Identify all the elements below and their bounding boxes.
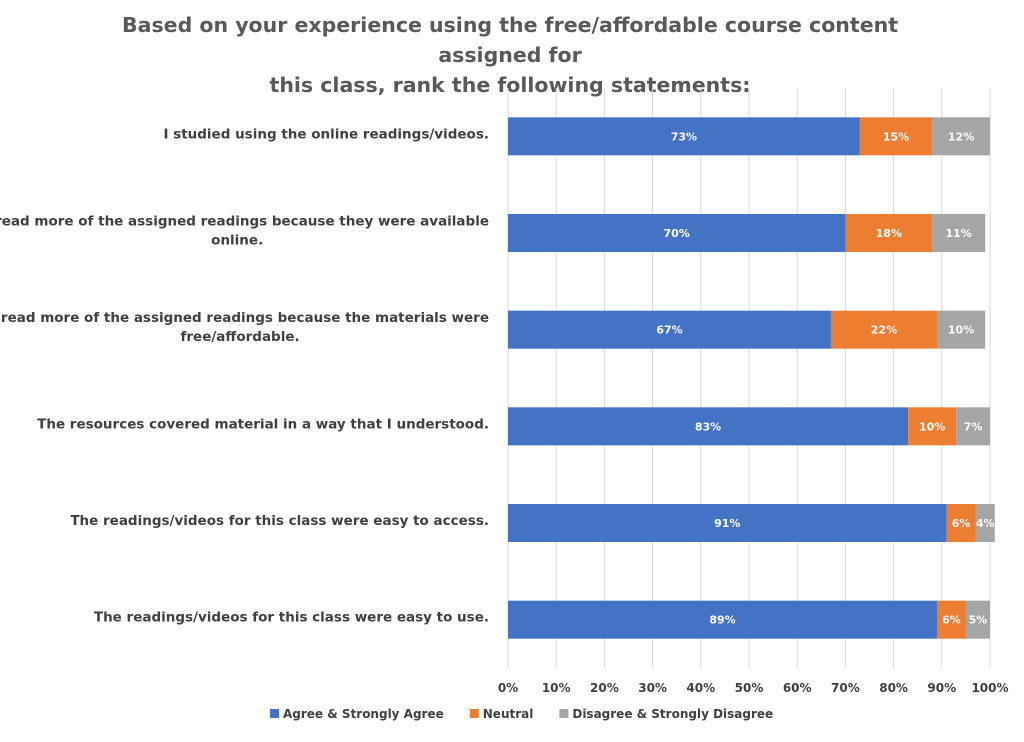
category-label: I read more of the assigned readings bec… — [0, 214, 489, 230]
bar-segment — [845, 214, 933, 252]
bar-segment — [859, 117, 933, 156]
x-tick-label: 100% — [971, 681, 1008, 695]
x-tick-label: 60% — [783, 681, 812, 695]
bar-segment — [508, 214, 846, 252]
bar-segment — [965, 600, 990, 639]
bar-segment — [936, 310, 986, 349]
category-label: I studied using the online readings/vide… — [163, 126, 489, 142]
bar-segment — [956, 407, 990, 446]
bar-segment — [932, 117, 990, 156]
data-labels: 73% 15% 12% 70% 18% 11% 67% 22% 10% 83% 10% 7% 91% 6%… — [656, 130, 994, 626]
data-label: 18% — [876, 227, 902, 240]
data-label: 73% — [671, 130, 697, 143]
data-label: 12% — [948, 130, 974, 143]
bar-segment — [508, 310, 831, 349]
data-label: 91% — [714, 517, 740, 530]
bar-segment — [830, 310, 937, 349]
category-label: The readings/videos for this class were … — [70, 513, 489, 529]
legend: Agree & Strongly Agree Neutral Disagree & … — [270, 707, 773, 721]
bar-segment — [975, 504, 995, 542]
data-label: 89% — [709, 614, 735, 627]
x-tick-label: 80% — [879, 681, 908, 695]
x-tick-label: 30% — [638, 681, 667, 695]
data-label: 67% — [656, 324, 682, 337]
legend-swatch — [270, 709, 279, 718]
data-label: 22% — [871, 324, 897, 337]
data-label: 7% — [964, 420, 983, 433]
legend-label: Neutral — [483, 707, 534, 721]
data-label: 10% — [948, 324, 974, 337]
legend-swatch — [469, 709, 479, 718]
x-tick-label: 50% — [735, 681, 764, 695]
x-tick-label: 0% — [498, 681, 518, 695]
chart-title-line-2: this class, rank the following statement… — [269, 73, 751, 97]
bar-segment — [936, 600, 966, 639]
chart-title: Based on your experience using the free/… — [90, 10, 930, 100]
category-label: I read more of the assigned readings bec… — [0, 310, 489, 326]
x-tick-label: 20% — [590, 681, 619, 695]
data-label: 11% — [945, 227, 971, 240]
x-axis-ticks: 0% 10% 20% 30% 40% 50% 60% 70% 80% 90% 100% — [498, 681, 1009, 695]
category-label: The readings/videos for this class were … — [94, 610, 489, 626]
x-tick-label: 40% — [686, 681, 715, 695]
data-label: 70% — [664, 227, 690, 240]
data-label: 6% — [952, 517, 971, 530]
bar-segment — [946, 504, 976, 542]
bar-segment — [932, 214, 986, 252]
bar-segment — [508, 407, 909, 446]
legend-swatch — [559, 709, 569, 718]
data-label: 6% — [942, 614, 961, 627]
legend-label: Disagree & Strongly Disagree — [572, 707, 773, 721]
bar-segment — [508, 117, 860, 156]
bar-segment — [908, 407, 957, 446]
chart-title-line-1: Based on your experience using the free/… — [122, 13, 898, 67]
gridlines — [507, 88, 991, 668]
category-label: online. — [211, 233, 263, 249]
legend-label: Agree & Strongly Agree — [283, 707, 444, 721]
data-label: 4% — [976, 517, 995, 530]
category-labels: I studied using the online readings/vide… — [0, 126, 489, 625]
data-label: 83% — [695, 420, 721, 433]
category-label: free/affordable. — [181, 329, 300, 345]
bar-segment — [508, 600, 937, 639]
x-tick-label: 90% — [927, 681, 956, 695]
category-label: The resources covered material in a way … — [37, 416, 489, 432]
data-label: 5% — [969, 614, 988, 627]
bars — [508, 117, 995, 639]
bar-segment — [508, 504, 947, 542]
x-tick-label: 70% — [831, 681, 860, 695]
data-label: 10% — [919, 420, 945, 433]
x-tick-label: 10% — [542, 681, 571, 695]
data-label: 15% — [883, 130, 909, 143]
